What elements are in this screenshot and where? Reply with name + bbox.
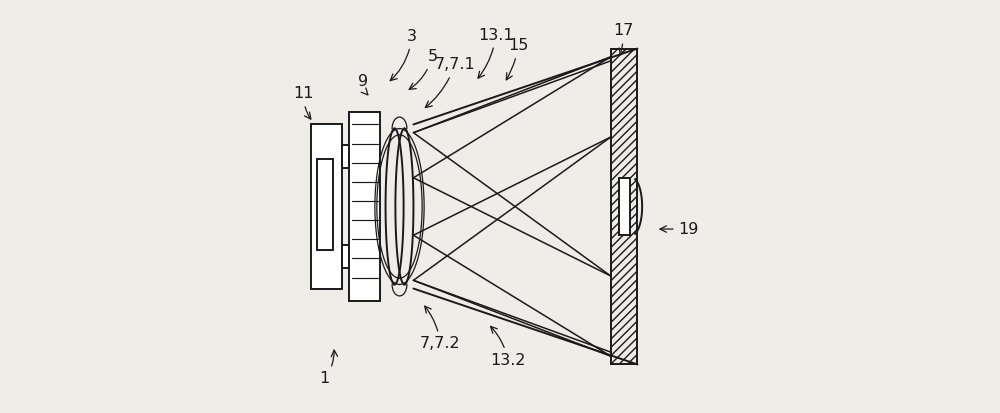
Bar <box>611 49 637 364</box>
Text: 13.1: 13.1 <box>478 28 514 78</box>
Text: 9: 9 <box>358 74 368 95</box>
Text: 11: 11 <box>294 86 314 119</box>
Text: 19: 19 <box>660 221 699 237</box>
Text: 15: 15 <box>506 38 529 80</box>
Bar <box>311 124 342 289</box>
Text: 7,7.1: 7,7.1 <box>425 57 475 107</box>
Text: 5: 5 <box>409 49 437 89</box>
Text: 3: 3 <box>390 29 417 81</box>
Text: 7,7.2: 7,7.2 <box>420 306 461 351</box>
Text: 17: 17 <box>613 24 633 55</box>
Text: 13.2: 13.2 <box>490 326 526 368</box>
Bar <box>342 245 349 268</box>
Text: 1: 1 <box>319 350 338 386</box>
Bar <box>619 178 630 235</box>
Bar <box>342 145 349 168</box>
Bar <box>317 159 333 249</box>
Bar <box>349 112 380 301</box>
